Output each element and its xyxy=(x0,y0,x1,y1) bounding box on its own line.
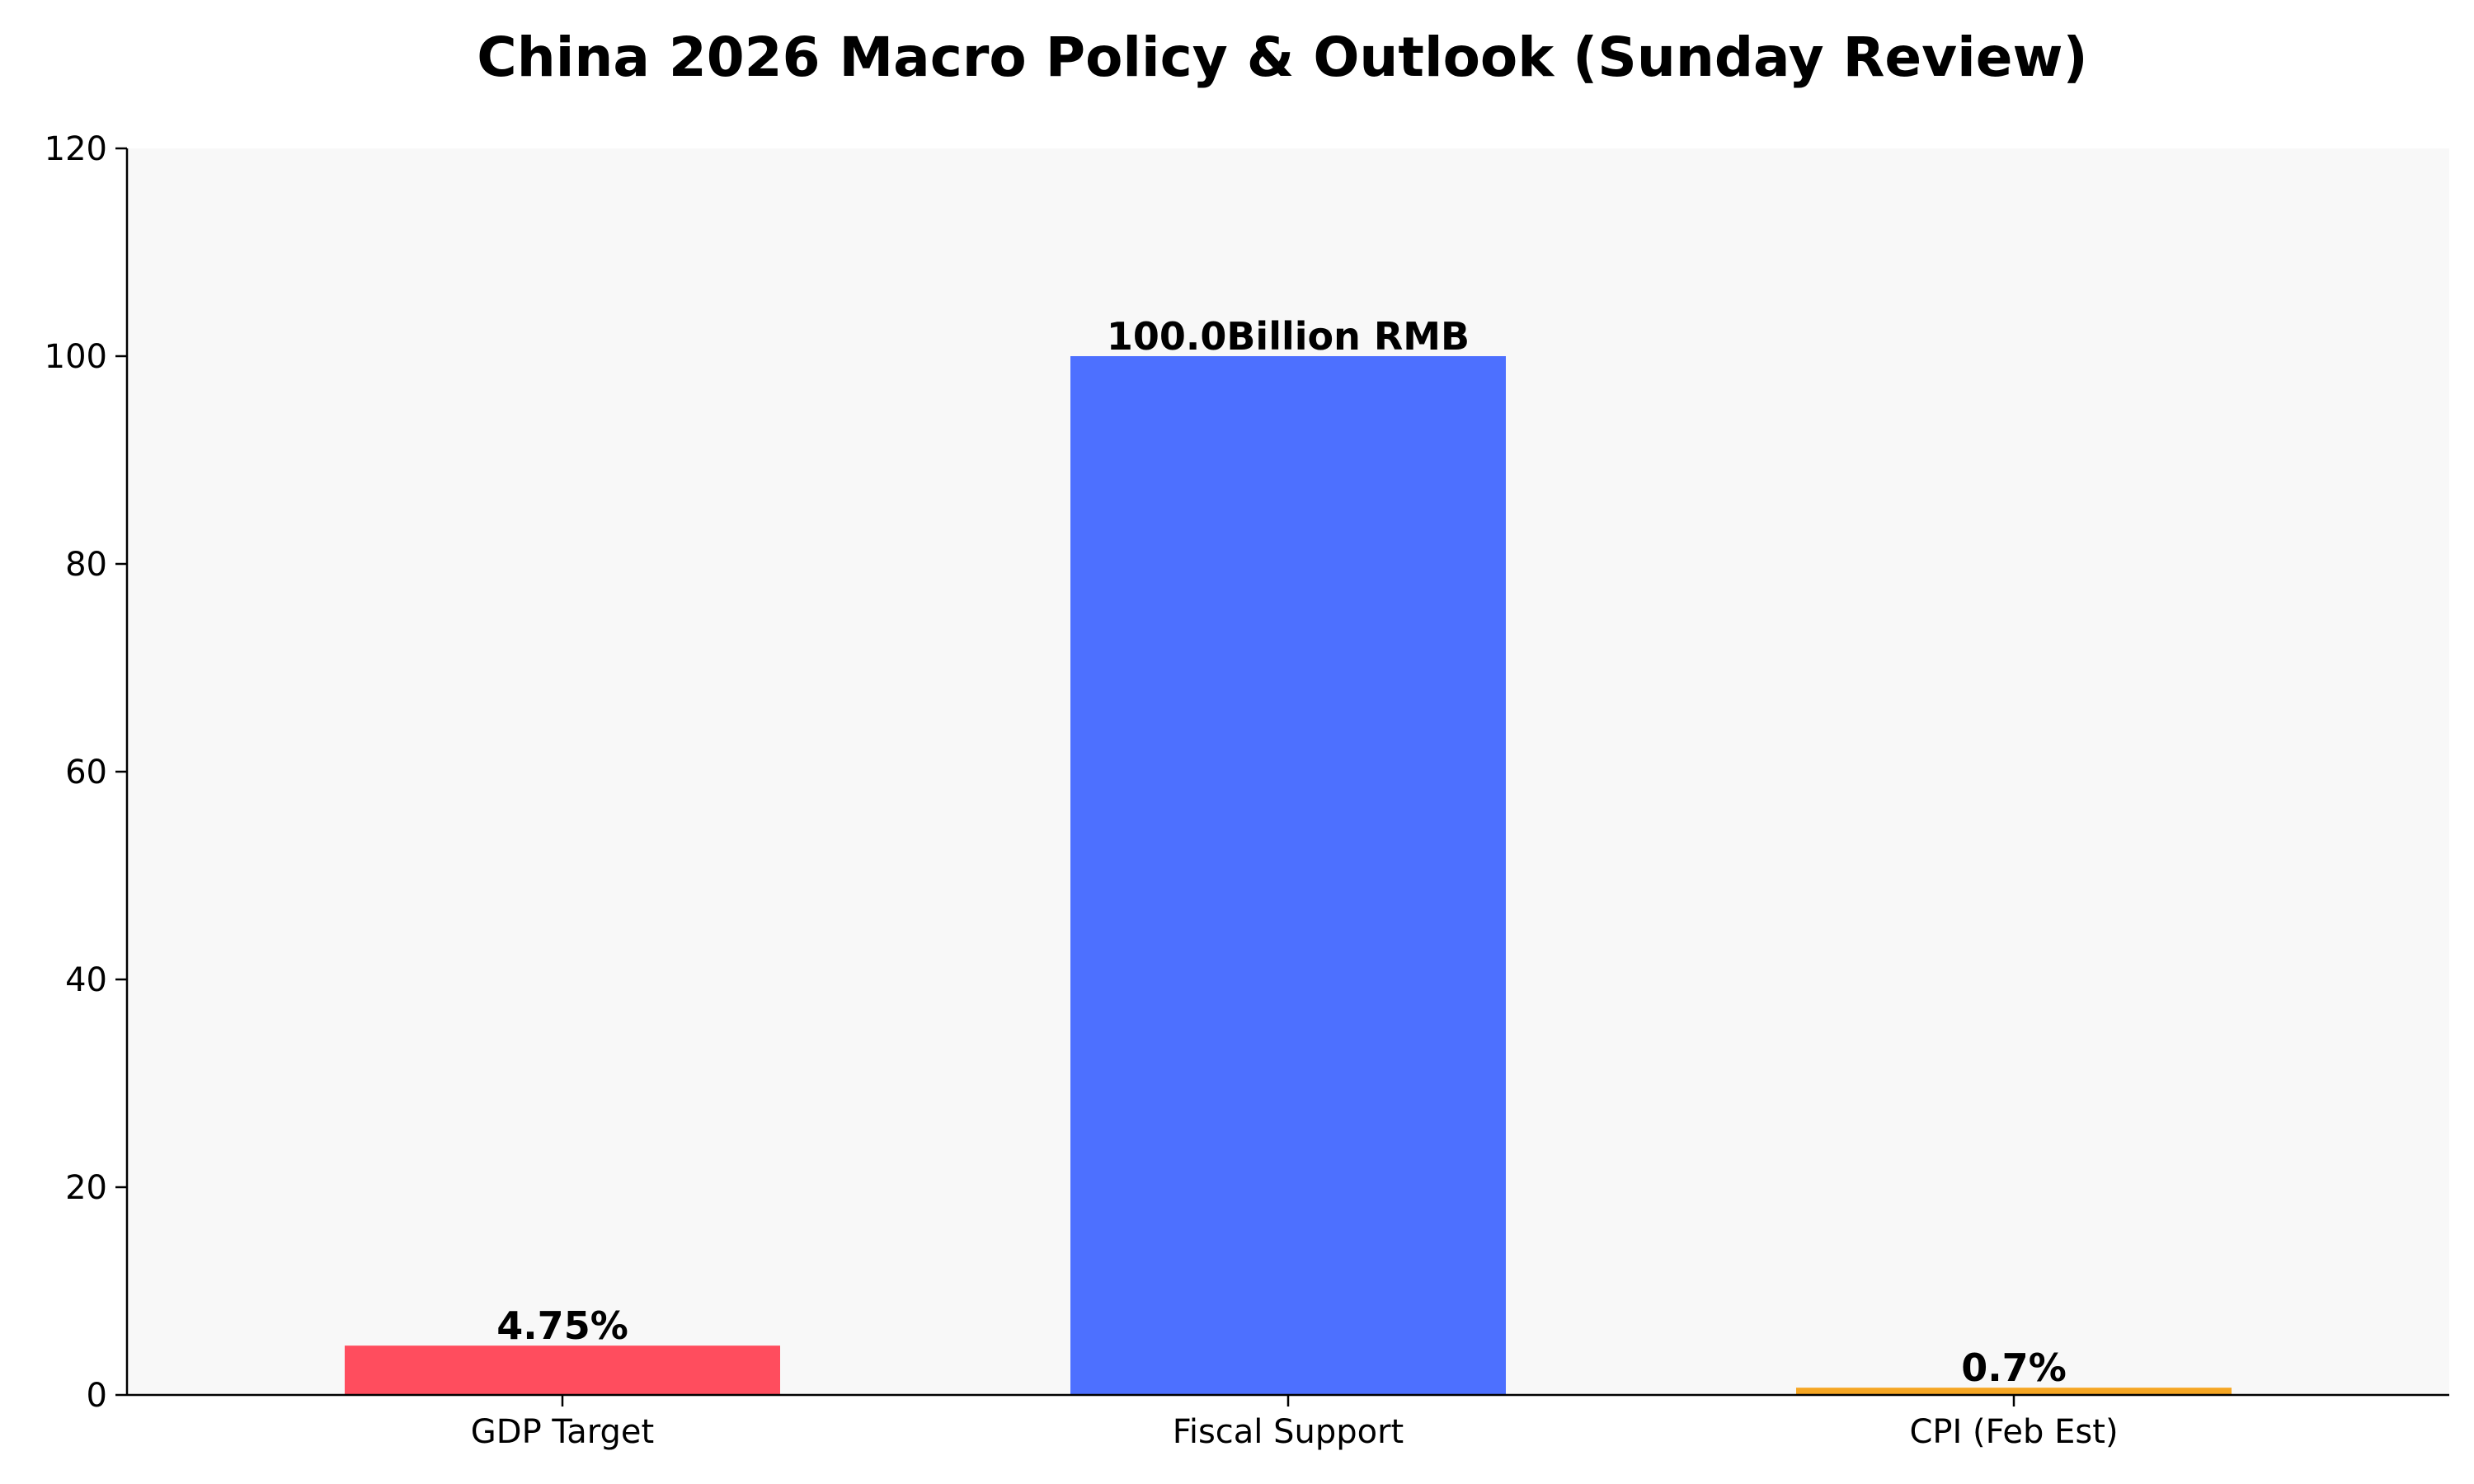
y-axis-ticks: 0 20 40 60 80 100 120 xyxy=(45,130,127,1415)
bar-data-label: 4.75% xyxy=(496,1303,628,1348)
y-tick-label: 0 xyxy=(87,1377,107,1415)
bar-gdp-target xyxy=(345,1345,780,1395)
bar-cpi-feb-est xyxy=(1796,1388,2232,1395)
y-tick-label: 80 xyxy=(65,546,107,584)
y-tick-label: 100 xyxy=(45,338,107,376)
x-tick-label: CPI (Feb Est) xyxy=(1909,1413,2118,1451)
chart-title: China 2026 Macro Policy & Outlook (Sunda… xyxy=(477,26,2087,89)
y-tick-label: 40 xyxy=(65,961,107,999)
y-tick-label: 120 xyxy=(45,130,107,168)
bars-layer xyxy=(345,356,2232,1395)
y-tick-label: 60 xyxy=(65,754,107,791)
x-tick-label: GDP Target xyxy=(471,1413,654,1451)
x-axis-ticks: GDP Target Fiscal Support CPI (Feb Est) xyxy=(471,1395,2119,1451)
bar-data-label: 0.7% xyxy=(1961,1345,2067,1390)
y-tick-label: 20 xyxy=(65,1169,107,1207)
bar-fiscal-support xyxy=(1070,356,1506,1395)
bar-data-label: 100.0Billion RMB xyxy=(1107,314,1470,359)
x-tick-label: Fiscal Support xyxy=(1173,1413,1404,1451)
bar-labels-layer: 4.75% 100.0Billion RMB 0.7% xyxy=(496,314,2067,1390)
